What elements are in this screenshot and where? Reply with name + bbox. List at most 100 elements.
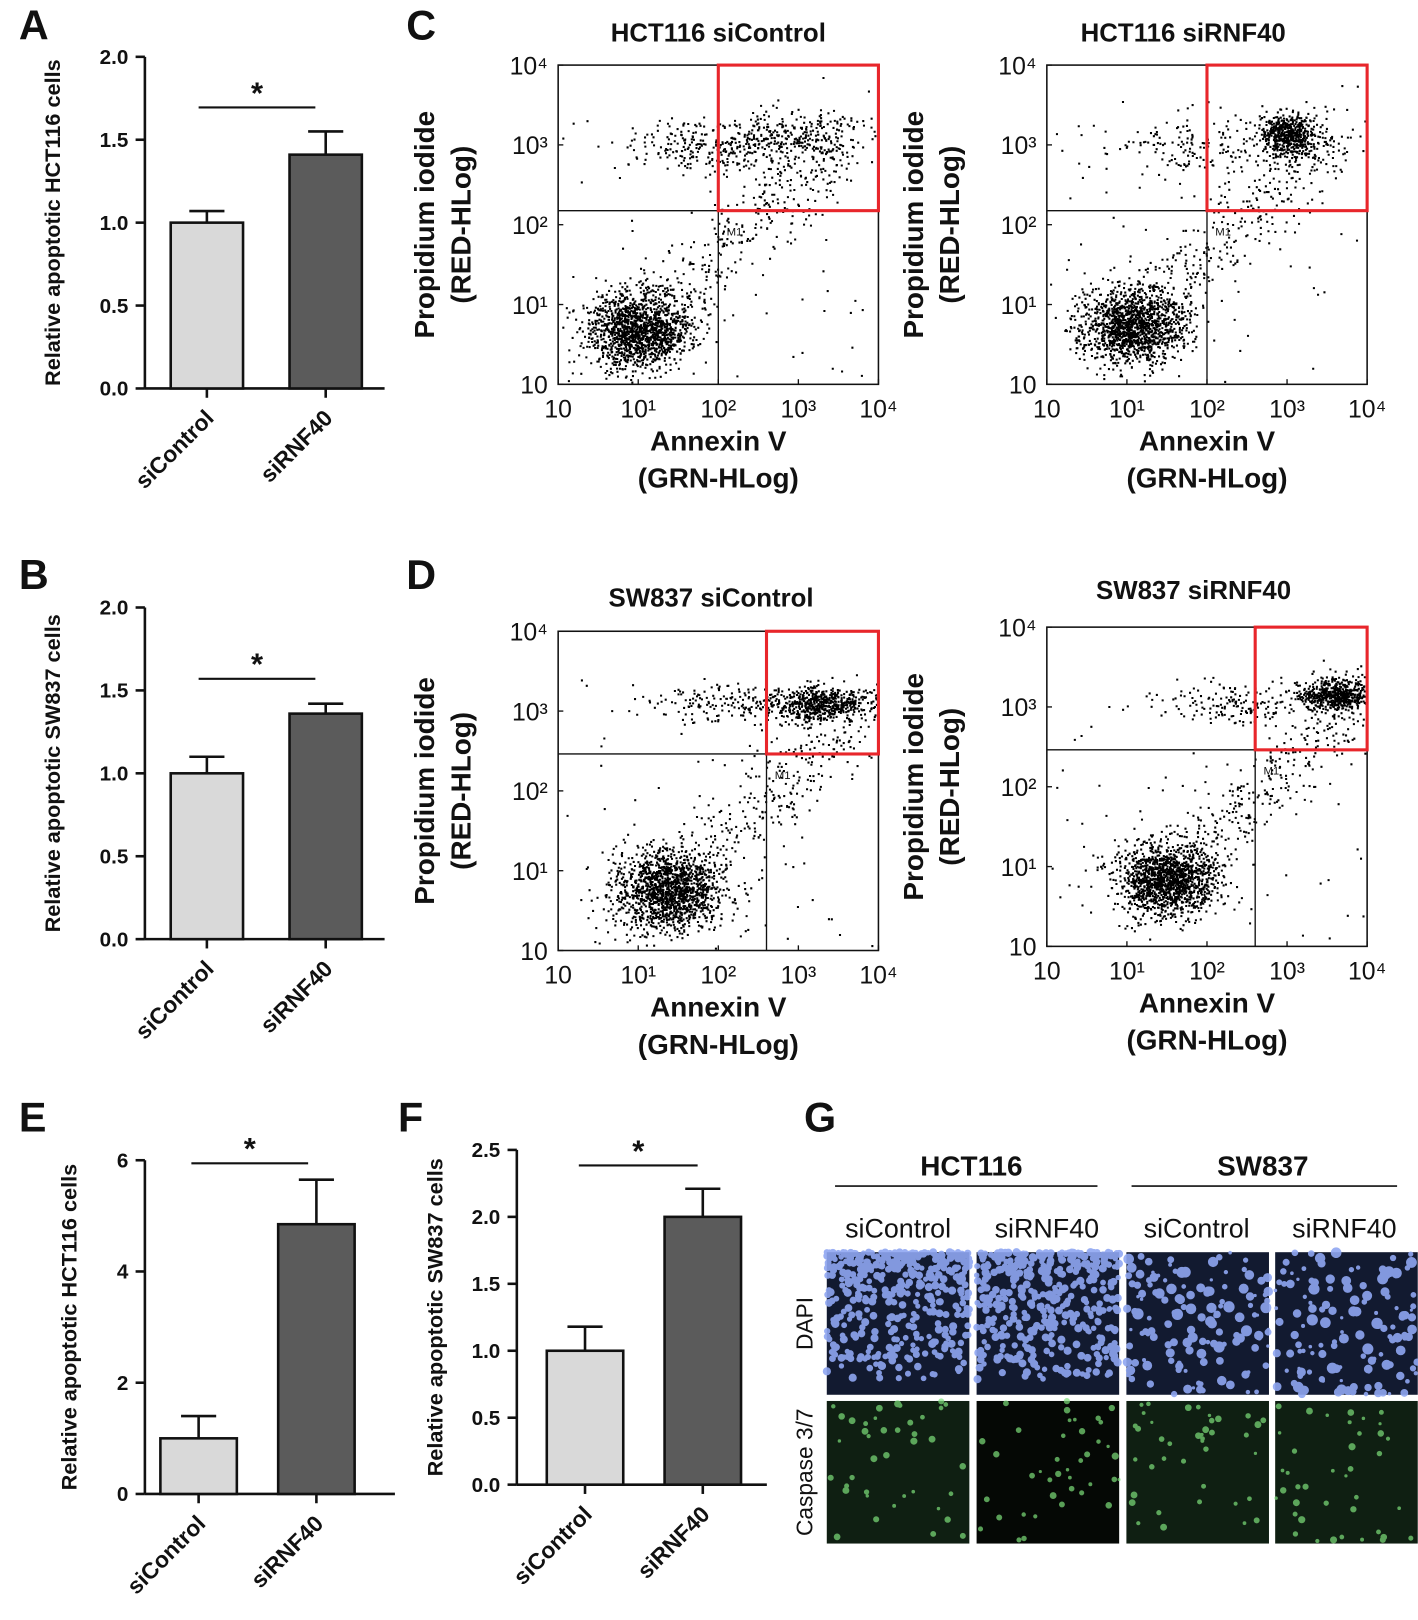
bar bbox=[288, 153, 364, 390]
x-tick-label: 10⁴ bbox=[859, 396, 897, 423]
y-tick-label: 1.5 bbox=[472, 1273, 501, 1296]
y-tick-label: 2 bbox=[117, 1372, 128, 1395]
chart-title: HCT116 siRNF40 bbox=[1081, 19, 1286, 47]
gate-box bbox=[1205, 63, 1369, 213]
y-tick-label: 0.5 bbox=[100, 845, 129, 868]
panel-letter: F bbox=[398, 1094, 423, 1140]
y-axis-label: Relative apoptotic HCT116 cells bbox=[57, 1164, 82, 1491]
x-tick-label: siControl bbox=[130, 955, 219, 1044]
x-axis-label: Annexin V bbox=[650, 425, 787, 456]
group-label: SW837 bbox=[1217, 1151, 1308, 1182]
significance-star: * bbox=[244, 1131, 257, 1166]
x-axis-label: (GRN-HLog) bbox=[1126, 1025, 1287, 1056]
bar bbox=[288, 712, 364, 941]
y-tick-label: 0.5 bbox=[100, 295, 129, 318]
panel-letter: B bbox=[19, 552, 49, 598]
cell-dots bbox=[1272, 1247, 1418, 1399]
x-axis-label: Annexin V bbox=[1139, 988, 1276, 1019]
bar bbox=[663, 1215, 743, 1486]
chart-title: SW837 siRNF40 bbox=[1096, 577, 1291, 605]
x-tick-label: siControl bbox=[130, 405, 219, 494]
gate-label: M1 bbox=[775, 770, 791, 782]
x-tick-label: 10¹ bbox=[620, 963, 656, 990]
bar bbox=[545, 1349, 625, 1486]
gate-label: M1 bbox=[727, 226, 743, 238]
y-tick-label: 10³ bbox=[512, 133, 548, 160]
y-tick-label: 10³ bbox=[512, 699, 548, 726]
x-tick-label: 10³ bbox=[1269, 958, 1305, 985]
y-tick-label: 0 bbox=[117, 1483, 128, 1506]
y-tick-label: 10² bbox=[1001, 775, 1037, 802]
x-tick-label: 10¹ bbox=[1109, 396, 1145, 423]
y-axis-label: Propidium iodide bbox=[409, 677, 440, 905]
cell-dots bbox=[1128, 1401, 1267, 1531]
y-tick-label: 10¹ bbox=[1001, 293, 1037, 320]
y-tick-label: 10⁴ bbox=[510, 620, 548, 647]
panel-letter: C bbox=[406, 2, 436, 48]
condition-label: siControl bbox=[1144, 1214, 1250, 1244]
significance-star: * bbox=[251, 75, 264, 110]
y-tick-label: 2.0 bbox=[472, 1206, 501, 1229]
y-tick-label: 10¹ bbox=[512, 293, 548, 320]
y-axis-label: (RED-HLog) bbox=[445, 712, 476, 870]
y-axis-label: Relative apoptotic SW837 cells bbox=[40, 614, 65, 932]
y-tick-label: 2.0 bbox=[100, 597, 129, 620]
y-tick-label: 10² bbox=[1001, 213, 1037, 240]
y-tick-label: 10⁴ bbox=[998, 53, 1036, 80]
x-tick-label: 10 bbox=[1033, 958, 1061, 985]
x-tick-label: 10³ bbox=[780, 396, 816, 423]
condition-label: siRNF40 bbox=[995, 1214, 1099, 1244]
y-axis-label: Propidium iodide bbox=[898, 673, 929, 901]
x-tick-label: 10² bbox=[1189, 958, 1225, 985]
x-tick-label: 10 bbox=[544, 963, 572, 990]
panel-letter: A bbox=[19, 2, 49, 48]
y-axis-label: (RED-HLog) bbox=[445, 146, 476, 304]
y-axis-label: Relative apoptotic SW837 cells bbox=[422, 1158, 447, 1476]
x-tick-label: siRNF40 bbox=[246, 1510, 329, 1593]
y-tick-label: 1.0 bbox=[472, 1340, 501, 1363]
x-tick-label: 10² bbox=[700, 963, 736, 990]
gate-label: M1 bbox=[1263, 766, 1279, 778]
y-tick-label: 4 bbox=[117, 1261, 129, 1284]
micrograph bbox=[1275, 1400, 1418, 1544]
event-cloud bbox=[566, 674, 879, 950]
y-tick-label: 10¹ bbox=[1001, 855, 1037, 882]
event-cloud bbox=[1051, 659, 1368, 941]
y-axis-label: (RED-HLog) bbox=[934, 146, 965, 304]
group-label: HCT116 bbox=[920, 1151, 1022, 1182]
plot-frame bbox=[557, 630, 880, 952]
x-tick-label: siRNF40 bbox=[632, 1501, 715, 1584]
x-axis-label: Annexin V bbox=[650, 992, 787, 1023]
gate-box bbox=[716, 63, 880, 213]
y-tick-label: 1.0 bbox=[100, 763, 129, 786]
x-tick-label: 10⁴ bbox=[1348, 958, 1386, 985]
panel-letter: E bbox=[19, 1094, 47, 1140]
row-label: Caspase 3/7 bbox=[791, 1408, 817, 1536]
x-axis-label: Annexin V bbox=[1139, 425, 1276, 456]
cell-dots bbox=[973, 1248, 1124, 1384]
panel-letter: D bbox=[406, 552, 436, 598]
x-tick-label: 10¹ bbox=[1109, 958, 1145, 985]
x-axis-label: (GRN-HLog) bbox=[1126, 463, 1287, 494]
y-tick-label: 2.0 bbox=[100, 46, 129, 69]
y-tick-label: 10 bbox=[1009, 935, 1037, 962]
y-tick-label: 0.0 bbox=[100, 928, 129, 951]
micrographs bbox=[822, 1247, 1418, 1544]
x-tick-label: 10² bbox=[700, 396, 736, 423]
y-tick-label: 10² bbox=[512, 213, 548, 240]
gate-box bbox=[1253, 625, 1369, 752]
x-tick-label: 10 bbox=[544, 396, 572, 423]
y-tick-label: 10⁴ bbox=[998, 615, 1036, 642]
y-tick-label: 6 bbox=[117, 1149, 128, 1172]
y-tick-label: 10² bbox=[512, 779, 548, 806]
y-tick-label: 2.5 bbox=[472, 1139, 501, 1162]
x-tick-label: 10² bbox=[1189, 396, 1225, 423]
y-tick-label: 1.0 bbox=[100, 212, 129, 235]
event-cloud bbox=[1050, 85, 1367, 383]
y-axis-label: Propidium iodide bbox=[409, 111, 440, 339]
x-axis-label: (GRN-HLog) bbox=[638, 1029, 799, 1060]
x-tick-label: 10⁴ bbox=[859, 963, 897, 990]
bar bbox=[276, 1222, 356, 1496]
